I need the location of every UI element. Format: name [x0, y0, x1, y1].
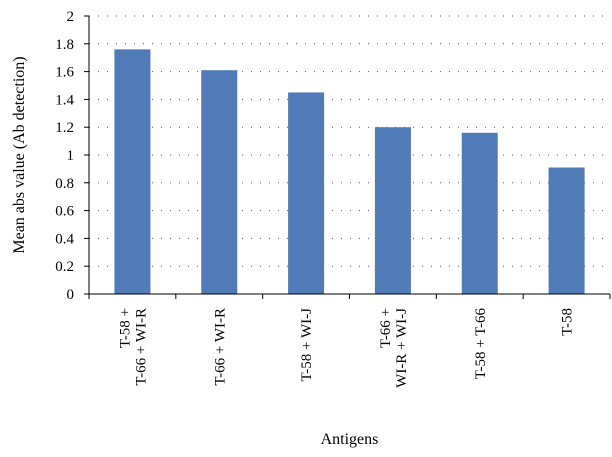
bar [461, 132, 498, 294]
category-label-line: WI-R + WI-J [394, 308, 410, 388]
category-label-line: T-66 + WI-R [133, 308, 149, 386]
category-label: T-58 + T-66 [473, 308, 489, 380]
category-label: T-58 + WI-J [299, 308, 315, 382]
y-tick-label: 0.4 [55, 231, 74, 247]
bar [374, 127, 411, 294]
y-tick-label: 1 [67, 148, 75, 164]
y-tick-label: 1.4 [55, 92, 74, 108]
axes [88, 16, 610, 295]
category-label-line: T-58 + T-66 [473, 308, 489, 380]
category-label-line: T-58 + WI-J [299, 308, 315, 382]
category-label: T-58 + T-66 + WI-R [117, 308, 149, 386]
category-label: T-66 + WI-R + WI-J [378, 308, 410, 388]
category-label-line: T-58 + [117, 308, 133, 348]
y-tick-label: 0 [67, 287, 75, 303]
category-label-line: T-66 + WI-R [212, 308, 228, 386]
category-labels: T-58 + T-66 + WI-R T-66 + WI-R T-58 + WI-J T… [117, 308, 575, 388]
category-label-line: T-58 [560, 308, 576, 336]
x-axis-title: Antigens [321, 431, 379, 448]
y-tick-label: 1.8 [55, 37, 74, 53]
bar [201, 70, 238, 295]
y-tick-label: 1.6 [55, 65, 74, 81]
bar [114, 49, 151, 294]
y-tick-label: 0.6 [55, 204, 74, 220]
bar [548, 167, 585, 294]
y-axis-title: Mean abs value (Ab detection) [11, 56, 28, 253]
bar [288, 92, 325, 294]
grid-lines [89, 15, 610, 267]
category-label: T-58 [560, 308, 576, 336]
y-tick-label: 2 [67, 9, 75, 25]
y-tick-label: 1.2 [55, 120, 74, 136]
y-tick-label: 0.8 [55, 176, 74, 192]
bars [114, 49, 585, 295]
category-label-line: T-66 + [378, 308, 394, 348]
y-ticks: 0 0.2 0.4 0.6 0.8 1 1.2 1.4 1.6 1.8 2 [55, 9, 89, 303]
y-tick-label: 0.2 [55, 259, 74, 275]
category-label: T-66 + WI-R [212, 308, 228, 386]
x-ticks [88, 294, 611, 299]
